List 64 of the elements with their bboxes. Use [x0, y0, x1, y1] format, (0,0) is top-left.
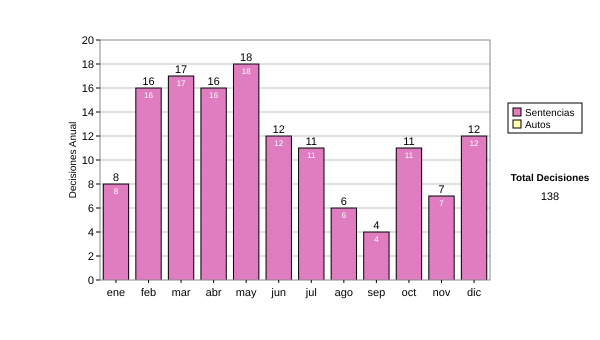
- total-label: 11: [306, 136, 317, 148]
- bar: [428, 196, 455, 280]
- x-tick-label: feb: [140, 287, 156, 299]
- text: Total Decisiones: [510, 173, 590, 184]
- data-label: 4: [374, 235, 380, 244]
- x-tick-label: mar: [172, 287, 191, 299]
- x-tick-label: jul: [304, 287, 317, 299]
- bar: [460, 136, 488, 280]
- legend-label: Autos: [525, 120, 551, 131]
- x-tick-label: ago: [334, 287, 354, 299]
- data-label: 7: [439, 199, 444, 208]
- bar: [232, 64, 260, 280]
- y-tick-label: 6: [88, 203, 94, 215]
- x-tick-label: jun: [270, 287, 286, 299]
- data-label: 11: [404, 151, 414, 160]
- bar: [200, 88, 227, 280]
- data-label: 12: [470, 139, 480, 148]
- y-tick-label: 10: [82, 155, 94, 167]
- y-tick-label: 2: [88, 251, 94, 263]
- total-label: 8: [112, 172, 120, 184]
- total-label: 18: [240, 52, 252, 64]
- data-label: 17: [176, 79, 186, 88]
- x-tick-label: ene: [106, 287, 126, 299]
- y-tick-label: 16: [82, 83, 94, 95]
- bar: [298, 148, 324, 280]
- total-label: 4: [373, 220, 380, 232]
- total-label: 6: [340, 196, 347, 208]
- bar: [363, 232, 390, 280]
- data-label: 16: [144, 91, 154, 100]
- total-label: 11: [403, 136, 415, 148]
- bar: [396, 148, 422, 280]
- bar: [135, 88, 162, 280]
- x-tick-label: dic: [467, 287, 482, 299]
- y-tick-label: 4: [88, 227, 94, 239]
- total-label: 16: [142, 76, 155, 88]
- y-tick-label: 0: [88, 275, 94, 287]
- total-label: 17: [174, 64, 188, 76]
- x-tick-label: abr: [206, 287, 222, 299]
- data-label: 8: [114, 187, 119, 196]
- y-tick-label: 12: [82, 131, 94, 143]
- data-label: 16: [209, 91, 219, 100]
- x-tick-label: may: [236, 287, 258, 299]
- x-tick-label: nov: [432, 287, 451, 299]
- y-tick-label: 20: [82, 35, 94, 47]
- x-tick-label: oct: [402, 287, 416, 299]
- data-label: 6: [342, 211, 347, 220]
- bar: [102, 184, 130, 280]
- total-label: 7: [438, 184, 445, 196]
- y-tick-label: 8: [88, 179, 94, 191]
- data-label: 12: [274, 139, 284, 148]
- data-label: 11: [307, 151, 316, 160]
- data-label: 18: [242, 67, 252, 76]
- legend-label: Sentencias: [525, 108, 574, 119]
- text: 138: [540, 191, 560, 203]
- bar: [168, 76, 194, 280]
- total-label: 12: [468, 124, 480, 136]
- total-label: 12: [272, 124, 285, 136]
- x-tick-label: sep: [368, 287, 386, 299]
- bar: [266, 136, 292, 280]
- y-axis-title: Decisiones Anual: [68, 122, 79, 198]
- bar: [330, 208, 358, 280]
- y-tick-label: 18: [82, 59, 94, 71]
- total-label: 16: [207, 76, 220, 88]
- y-tick-label: 14: [82, 107, 94, 119]
